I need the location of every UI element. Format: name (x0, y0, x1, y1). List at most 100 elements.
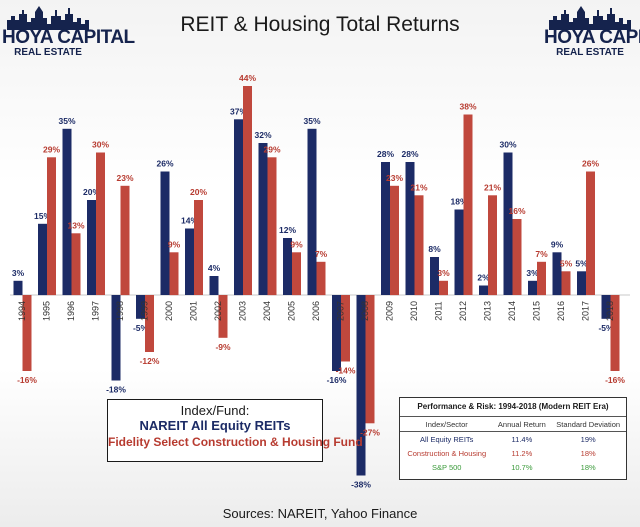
bar-reit-2011 (430, 257, 439, 295)
skyline-icon (549, 6, 631, 30)
x-tick-label-2003: 2003 (237, 301, 247, 321)
data-label-reit-2012: 18% (450, 197, 467, 207)
table-header-cell: Index/Sector (400, 416, 494, 432)
bar-construction-2016 (561, 271, 571, 296)
bar-construction-2005 (292, 252, 301, 296)
data-label-construction-2007: -14% (336, 366, 356, 376)
bar-construction-2017 (586, 171, 595, 295)
bar-construction-2013 (488, 195, 497, 296)
logo-name: HOYA CAPITAL (544, 27, 640, 48)
logo-subtitle: REAL ESTATE (14, 47, 82, 58)
x-tick-label-2012: 2012 (458, 301, 468, 321)
x-tick-label-2005: 2005 (286, 301, 296, 321)
bar-construction-1997 (96, 152, 105, 295)
data-label-construction-2008: -27% (360, 427, 380, 437)
data-label-reit-2014: 30% (499, 140, 516, 150)
data-label-construction-2012: 38% (459, 102, 476, 112)
table-cell: 19% (580, 434, 596, 444)
data-label-reit-2018: -5% (598, 323, 614, 333)
bar-reit-2015 (528, 280, 537, 296)
data-label-construction-2011: 3% (437, 268, 450, 278)
bar-construction-2004 (267, 157, 277, 296)
table-header-cell: Standard Deviation (550, 416, 626, 432)
x-tick-label-2007: 2007 (335, 301, 345, 321)
x-tick-label-2014: 2014 (507, 301, 517, 321)
table-cell: 11.2% (511, 448, 533, 458)
data-label-construction-2014: 16% (508, 206, 525, 216)
bar-construction-2001 (194, 200, 203, 295)
data-label-construction-1998: 23% (116, 173, 133, 183)
data-label-construction-2018: -16% (605, 375, 625, 385)
data-label-reit-2015: 3% (526, 268, 539, 278)
skyline-icon (7, 6, 89, 30)
data-label-construction-1995: 29% (43, 144, 60, 154)
data-label-construction-2001: 20% (190, 187, 207, 197)
data-label-construction-2000: 9% (168, 239, 181, 249)
data-label-reit-2007: -16% (327, 375, 347, 385)
data-label-construction-2009: 23% (386, 173, 403, 183)
performance-table: Performance & Risk: 1994-2018 (Modern RE… (399, 397, 627, 480)
bar-reit-2003 (234, 119, 243, 296)
bar-reit-2005 (283, 238, 292, 295)
table-cell: 18% (580, 448, 596, 458)
bar-construction-1995 (47, 157, 56, 296)
data-label-reit-2016: 9% (551, 239, 564, 249)
bar-reit-1998 (111, 295, 121, 381)
x-tick-label-2008: 2008 (360, 301, 370, 321)
x-tick-label-2001: 2001 (188, 301, 198, 321)
bar-construction-1994 (22, 295, 32, 371)
logo-subtitle: REAL ESTATE (556, 47, 624, 58)
data-label-reit-2000: 26% (156, 159, 173, 169)
bar-reit-2018 (601, 295, 611, 319)
data-label-reit-1995: 15% (34, 211, 51, 221)
data-label-reit-1994: 3% (12, 268, 25, 278)
table-header-row: Index/Sector Annual Return Standard Devi… (400, 416, 626, 432)
bar-construction-2015 (537, 261, 546, 296)
bar-reit-2009 (381, 162, 390, 295)
x-tick-label-1999: 1999 (139, 301, 149, 321)
data-label-reit-2009: 28% (377, 149, 394, 159)
bar-reit-2002 (209, 276, 219, 295)
table-row: S&P 500 10.7% 18% (400, 460, 626, 474)
data-label-construction-2016: 5% (560, 258, 573, 268)
bar-construction-2003 (243, 86, 252, 295)
bar-construction-2009 (390, 185, 399, 296)
bar-construction-2006 (316, 261, 326, 296)
data-label-reit-2001: 14% (181, 216, 198, 226)
x-tick-label-2010: 2010 (409, 301, 419, 321)
x-tick-label-1994: 1994 (17, 301, 27, 321)
table-row: All Equity REITs 11.4% 19% (400, 432, 626, 447)
bar-construction-2008 (365, 295, 375, 424)
data-label-reit-2008: -38% (351, 480, 371, 490)
bar-reit-2013 (479, 285, 488, 295)
bar-construction-1999 (145, 295, 154, 352)
x-tick-label-2002: 2002 (213, 301, 223, 321)
data-label-reit-2013: 2% (477, 273, 490, 283)
bar-reit-1997 (87, 200, 96, 295)
x-tick-label-2011: 2011 (433, 301, 443, 320)
bar-reit-2016 (552, 252, 562, 296)
bar-reit-2001 (185, 228, 194, 295)
performance-table-title: Performance & Risk: 1994-2018 (Modern RE… (417, 402, 609, 411)
bar-reit-2004 (258, 143, 268, 295)
data-label-construction-2017: 26% (582, 159, 599, 169)
bar-construction-2000 (169, 252, 179, 296)
bar-construction-2010 (414, 195, 424, 296)
bar-reit-2012 (454, 209, 464, 295)
bar-construction-2011 (439, 280, 448, 296)
data-label-construction-1997: 30% (92, 140, 109, 150)
x-tick-label-2004: 2004 (262, 301, 272, 321)
bar-construction-2012 (463, 114, 473, 295)
x-tick-label-1995: 1995 (41, 301, 51, 321)
data-label-construction-2002: -9% (215, 342, 231, 352)
data-label-reit-1998: -18% (106, 385, 126, 395)
data-label-construction-1996: 13% (67, 220, 84, 230)
data-label-construction-2013: 21% (484, 182, 501, 192)
bar-construction-1996 (71, 233, 81, 296)
x-tick-label-2009: 2009 (384, 301, 394, 321)
legend: Index/Fund: NAREIT All Equity REITs Fide… (107, 399, 363, 462)
x-tick-label-2017: 2017 (580, 301, 590, 321)
x-tick-label-2016: 2016 (556, 301, 566, 321)
